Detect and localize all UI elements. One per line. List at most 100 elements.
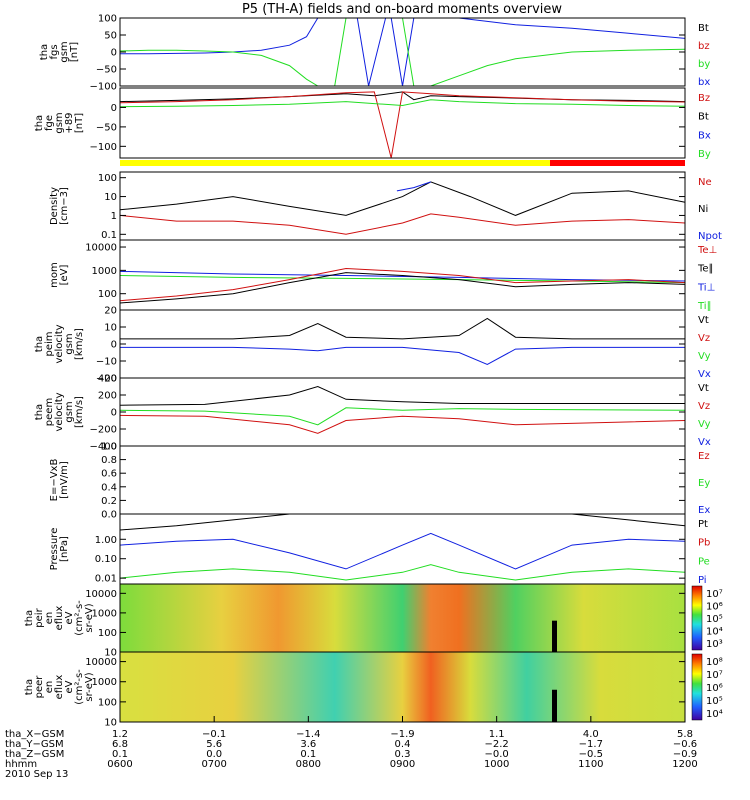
x-axis-value: −0.9: [673, 749, 697, 760]
figure-title: P5 (TH-A) fields and on-board moments ov…: [242, 2, 562, 17]
y-tick-label: 1000: [92, 608, 117, 619]
y-axis-label: velocity: [54, 324, 65, 363]
y-tick-label: 1.00: [95, 535, 117, 546]
y-tick-label: 10: [104, 648, 117, 659]
legend-entry: Vz: [698, 401, 710, 412]
legend-entry: Vx: [698, 437, 711, 448]
y-tick-label: 100: [98, 697, 117, 708]
panel-frame: [119, 87, 686, 159]
y-tick-label: 10: [104, 323, 117, 334]
legend-entry: Bx: [698, 130, 711, 141]
y-axis-label: E=−VxB: [49, 459, 60, 502]
x-axis-value: −1.4: [296, 729, 320, 740]
panel-frame: [119, 309, 686, 379]
series-line-2: [119, 99, 686, 108]
y-axis-label: [nPa]: [59, 536, 70, 562]
y-tick-label: −10: [96, 357, 117, 368]
y-axis-label: mom: [49, 262, 60, 288]
y-tick-label: 10000: [85, 657, 117, 668]
y-axis-label: gsm: [64, 401, 75, 422]
x-axis-value: 3.6: [300, 739, 316, 750]
y-tick-label: 0.6: [101, 469, 117, 480]
panel-frame: [119, 513, 686, 585]
spectrogram: [120, 652, 685, 722]
colorbar-tick: 10⁸: [706, 657, 723, 668]
x-axis-row-label: tha_Y−GSM: [5, 739, 64, 750]
colorbar-tick: 10⁴: [706, 627, 723, 638]
y-axis-label: peer: [34, 675, 45, 699]
legend-entry: Ni: [698, 204, 708, 215]
legend-entry: Ex: [698, 505, 710, 516]
x-axis-value: −1.7: [579, 739, 603, 750]
x-axis-value: 1100: [578, 759, 603, 770]
y-axis-label: [nT]: [74, 113, 85, 133]
x-axis-value: 1.2: [112, 729, 128, 740]
y-axis-label: tha: [34, 404, 45, 420]
y-axis-label: sr-eV): [84, 603, 95, 632]
y-tick-label: 10000: [85, 589, 117, 600]
x-axis-value: −1.9: [390, 729, 414, 740]
y-tick-label: 0: [111, 408, 117, 419]
panel-frame: [119, 17, 686, 87]
series-line-1: [119, 213, 686, 235]
y-axis-label: tha: [34, 115, 45, 131]
legend-entry: Ti⊥: [697, 282, 715, 293]
legend-entry: Pt: [698, 519, 708, 530]
x-axis-value: 0.1: [300, 749, 316, 760]
legend-entry: Npot: [698, 231, 722, 242]
series-line-1: [119, 532, 686, 570]
legend-entry: Ti∥: [697, 301, 712, 312]
x-axis-value: 1000: [484, 759, 509, 770]
x-axis-value: 0800: [296, 759, 321, 770]
y-axis-label: tha: [24, 610, 35, 626]
x-axis-value: 5.8: [677, 729, 693, 740]
y-axis-label: eV: [64, 611, 75, 624]
y-tick-label: 0: [111, 103, 117, 114]
y-tick-label: 100: [98, 14, 117, 25]
colorbar: [691, 653, 703, 721]
y-tick-label: 200: [98, 391, 117, 402]
x-axis-value: −0.5: [579, 749, 603, 760]
series-line-2: [119, 407, 686, 426]
legend-entry: Te⊥: [697, 245, 717, 256]
panel-5: Vt Vz Vy Vx 400 200 0 −200 −400 tha peem velocity gs…: [34, 374, 711, 453]
y-axis-label: eflux: [54, 606, 65, 631]
y-tick-label: 10000: [85, 243, 117, 254]
y-tick-label: −100: [90, 142, 117, 153]
y-axis-label: Density: [49, 187, 60, 225]
panel-frame: [119, 377, 686, 447]
y-tick-label: 1000: [92, 677, 117, 688]
region-bar-red: [550, 160, 685, 166]
y-tick-label: 400: [98, 374, 117, 385]
y-axis-label: gsm: [64, 333, 75, 354]
y-axis-label: gsm: [54, 112, 65, 133]
x-axis-value: 5.6: [206, 739, 222, 750]
y-tick-label: 10: [104, 192, 117, 203]
y-tick-label: −50: [96, 122, 117, 133]
y-axis-label: en: [44, 612, 55, 625]
y-axis-label: eflux: [54, 675, 65, 700]
x-axis-value: 0.1: [112, 749, 128, 760]
y-axis-label: (cm²-s-: [74, 600, 85, 636]
colorbar-tick: 10⁶: [706, 602, 723, 613]
y-axis-label: Pressure: [49, 528, 60, 571]
y-axis-label: eV: [64, 680, 75, 693]
panel-2: Ne Ni Npot 100 10 1 0.1 Density [cm−3]: [49, 171, 722, 242]
colorbar-tick: 10³: [706, 639, 723, 650]
panel-6: Ez Ey Ex 1.0 0.8 0.6 0.4 0.2 0.0 E=−VxB [mV/m]: [49, 442, 710, 521]
series-line-0: [119, 513, 686, 531]
x-axis-value: 1.1: [489, 729, 505, 740]
legend-entry: bx: [698, 77, 710, 88]
y-tick-label: −100: [90, 82, 117, 93]
series-line-1: [120, 346, 685, 365]
legend-entry: Bt: [698, 23, 709, 34]
y-axis-label: [eV]: [59, 265, 70, 286]
y-axis-label: [mV/m]: [59, 461, 70, 499]
x-axis-value: −0.6: [673, 739, 697, 750]
legend-entry: Ne: [698, 177, 712, 188]
y-axis-label: tha: [34, 336, 45, 352]
y-axis-label: gsm: [59, 41, 70, 62]
panel-9: 10⁸ 10⁷ 10⁶ 10⁵ 10⁴ 10000 1000 100 10 tha peer en ef…: [24, 651, 723, 729]
y-tick-label: −400: [90, 442, 117, 453]
